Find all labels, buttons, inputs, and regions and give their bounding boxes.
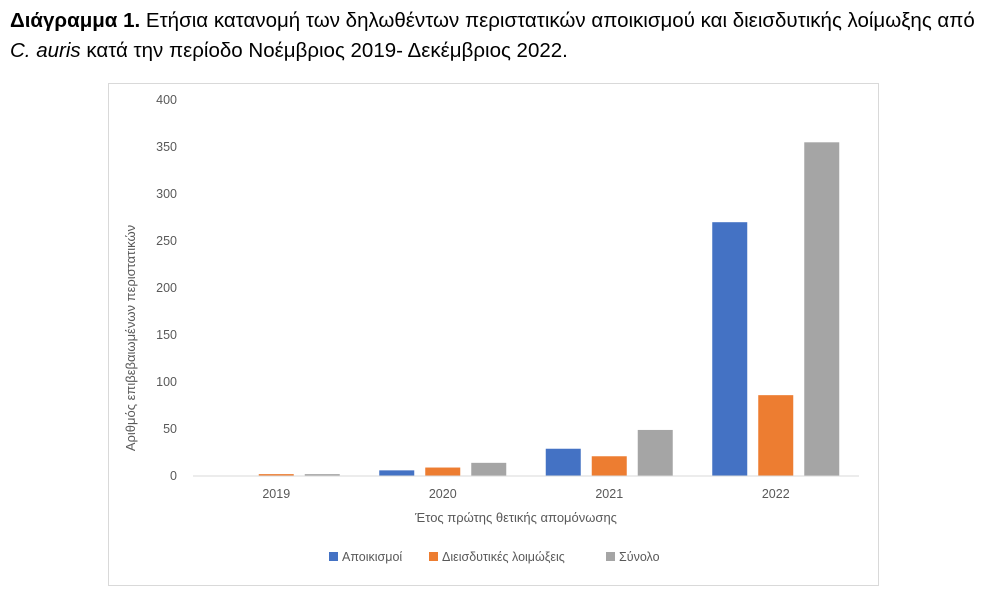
bar-2021-series-2	[591, 456, 627, 476]
chart-container: 0 50 100 150 200 250 300 350 400 2019 2020 2021 202…	[108, 83, 879, 586]
caption-organism: C. auris	[10, 39, 81, 62]
bar-2020-series-2	[425, 467, 461, 476]
x-tick-label: 2020	[429, 487, 457, 501]
legend-swatch	[429, 552, 438, 561]
bar-2021-series-3	[637, 429, 673, 476]
figure-caption: Διάγραμμα 1. Ετήσια κατανομή των δηλωθέν…	[10, 6, 995, 66]
legend-swatch	[329, 552, 338, 561]
legend-label: Σύνολο	[619, 550, 660, 564]
y-axis-label: Αριθμός επιβεβαιωμένων περιστατικών	[123, 225, 138, 451]
bar-2022-series-3	[804, 142, 840, 477]
x-axis-ticks: 2019 2020 2021 2022	[262, 487, 789, 501]
legend-swatch	[606, 552, 615, 561]
bar-2021-series-1	[545, 448, 581, 476]
bar-2019-series-3	[304, 474, 340, 476]
y-tick-label: 400	[156, 93, 177, 107]
y-tick-label: 350	[156, 140, 177, 154]
legend-label: Διεισδυτικές λοιμώξεις	[442, 550, 565, 564]
legend: Αποικισμοί Διεισδυτικές λοιμώξεις Σύνολο	[329, 550, 660, 564]
y-tick-label: 0	[170, 469, 177, 483]
x-tick-label: 2019	[262, 487, 290, 501]
bar-2020-series-1	[379, 470, 415, 476]
y-tick-label: 150	[156, 328, 177, 342]
y-tick-label: 300	[156, 187, 177, 201]
bar-chart: 0 50 100 150 200 250 300 350 400 2019 2020 2021 202…	[123, 93, 859, 564]
bar-2022-series-1	[712, 222, 748, 476]
bars-group	[258, 142, 840, 477]
caption-label: Διάγραμμα 1.	[10, 9, 141, 32]
bar-2020-series-3	[471, 462, 507, 476]
y-tick-label: 200	[156, 281, 177, 295]
y-tick-label: 50	[163, 422, 177, 436]
x-tick-label: 2021	[595, 487, 623, 501]
y-axis-ticks: 0 50 100 150 200 250 300 350 400	[156, 93, 177, 483]
y-tick-label: 250	[156, 234, 177, 248]
legend-label: Αποικισμοί	[342, 550, 402, 564]
y-tick-label: 100	[156, 375, 177, 389]
caption-text-part1: Ετήσια κατανομή των δηλωθέντων περιστατι…	[140, 9, 975, 32]
bar-2019-series-2	[258, 474, 294, 476]
x-axis-label: Έτος πρώτης θετικής απομόνωσης	[414, 510, 617, 525]
caption-text-part2: κατά την περίοδο Νοέμβριος 2019- Δεκέμβρ…	[80, 39, 568, 62]
bar-2022-series-2	[758, 395, 794, 476]
x-tick-label: 2022	[762, 487, 790, 501]
